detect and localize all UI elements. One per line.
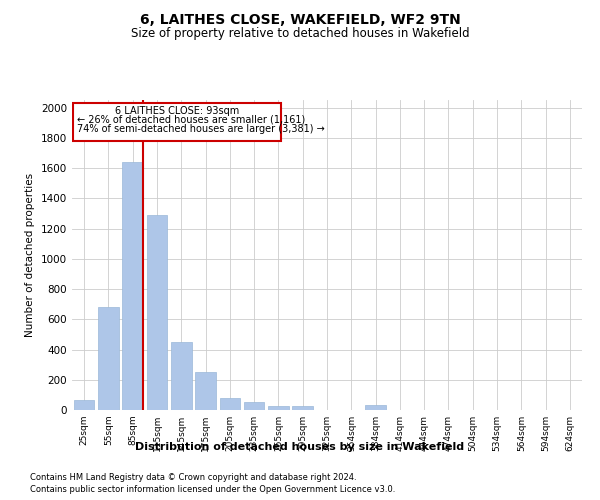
- Bar: [195, 372, 216, 410]
- Text: Distribution of detached houses by size in Wakefield: Distribution of detached houses by size …: [136, 442, 464, 452]
- Bar: [98, 307, 119, 410]
- Text: ← 26% of detached houses are smaller (1,161): ← 26% of detached houses are smaller (1,…: [77, 114, 305, 124]
- Bar: [74, 400, 94, 410]
- Bar: [171, 342, 191, 410]
- Bar: [292, 406, 313, 410]
- Y-axis label: Number of detached properties: Number of detached properties: [25, 173, 35, 337]
- Text: 74% of semi-detached houses are larger (3,381) →: 74% of semi-detached houses are larger (…: [77, 124, 325, 134]
- Text: Contains public sector information licensed under the Open Government Licence v3: Contains public sector information licen…: [30, 485, 395, 494]
- Bar: [244, 402, 265, 410]
- Text: 6 LAITHES CLOSE: 93sqm: 6 LAITHES CLOSE: 93sqm: [115, 106, 239, 116]
- Bar: [365, 406, 386, 410]
- Bar: [268, 406, 289, 410]
- Bar: [220, 398, 240, 410]
- FancyBboxPatch shape: [73, 103, 281, 141]
- Text: Contains HM Land Registry data © Crown copyright and database right 2024.: Contains HM Land Registry data © Crown c…: [30, 472, 356, 482]
- Text: Size of property relative to detached houses in Wakefield: Size of property relative to detached ho…: [131, 28, 469, 40]
- Bar: [146, 215, 167, 410]
- Bar: [122, 162, 143, 410]
- Text: 6, LAITHES CLOSE, WAKEFIELD, WF2 9TN: 6, LAITHES CLOSE, WAKEFIELD, WF2 9TN: [140, 12, 460, 26]
